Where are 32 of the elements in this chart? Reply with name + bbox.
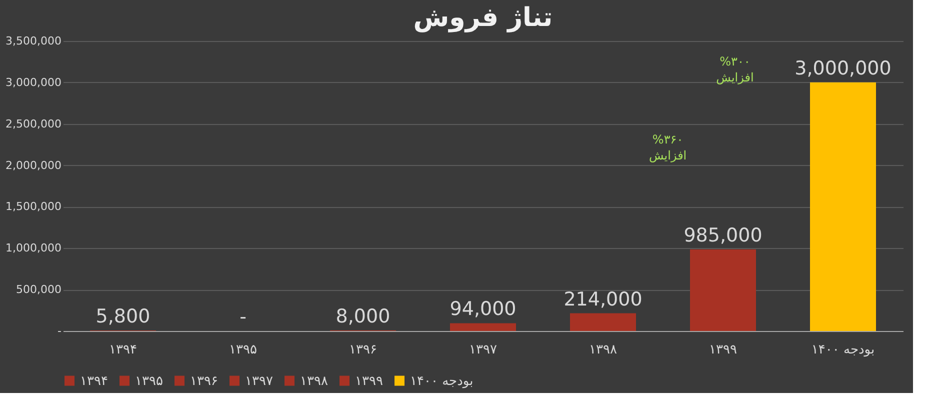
legend-label: ۱۳۹۶ (190, 374, 218, 389)
legend-label: ۱۳۹۷ (245, 374, 273, 389)
x-tick-label: ۱۳۹۵ (229, 342, 257, 358)
annotation: %۳۶۰ افزایش (648, 132, 687, 163)
data-label: 3,000,000 (794, 57, 892, 80)
y-tick-label: 500,000 (16, 283, 62, 296)
y-tick-label: - (58, 324, 62, 338)
y-tick-label: 3,500,000 (6, 34, 62, 48)
data-label: 8,000 (336, 305, 390, 328)
x-tick-label: ۱۳۹۶ (349, 342, 377, 358)
data-label: 985,000 (684, 224, 762, 246)
data-label: 214,000 (564, 288, 642, 310)
legend-label: بودجه ۱۴۰۰ (410, 374, 474, 389)
legend-label: ۱۳۹۸ (300, 374, 328, 389)
y-tick-label: 2,500,000 (6, 117, 62, 130)
x-tick-label: ۱۳۹۷ (469, 342, 497, 358)
y-tick-label: 3,000,000 (6, 76, 62, 89)
data-label: 94,000 (450, 298, 516, 320)
x-tick-label: بودجه ۱۴۰۰ (811, 342, 875, 358)
annotation: %۳۰۰ افزایش (716, 54, 754, 84)
legend-label: ۱۳۹۴ (80, 374, 108, 389)
y-tick-label: 1,500,000 (6, 200, 62, 214)
y-tick-label: 1,000,000 (6, 242, 62, 255)
x-tick-label: ۱۳۹۹ (709, 342, 737, 358)
data-label: 5,800 (96, 306, 150, 328)
legend-label: ۱۳۹۹ (355, 374, 383, 389)
y-tick-label: 2,000,000 (6, 158, 62, 172)
legend-label: ۱۳۹۵ (135, 374, 163, 389)
x-tick-label: ۱۳۹۸ (589, 342, 617, 358)
data-label: - (240, 306, 246, 328)
chart-title: تناژ فروش (413, 3, 553, 33)
x-tick-label: ۱۳۹۴ (109, 342, 137, 358)
